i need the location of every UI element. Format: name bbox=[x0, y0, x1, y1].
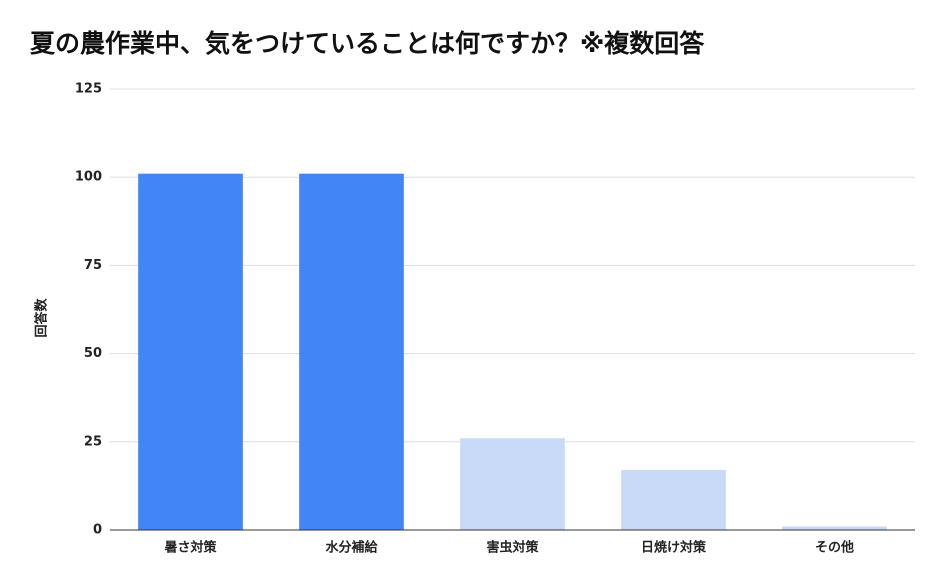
y-tick-label: 25 bbox=[84, 434, 102, 449]
bar bbox=[782, 526, 887, 530]
y-tick-label: 100 bbox=[75, 170, 102, 185]
y-axis-label: 回答数 bbox=[34, 298, 50, 338]
bar bbox=[460, 438, 565, 530]
y-tick-label: 75 bbox=[84, 258, 102, 273]
bar bbox=[621, 470, 726, 530]
chart-title: 夏の農作業中、気をつけていることは何ですか？※複数回答 bbox=[30, 29, 705, 58]
x-tick-label: 暑さ対策 bbox=[163, 540, 217, 556]
y-tick-label: 125 bbox=[75, 82, 102, 97]
x-tick-label: 日焼け対策 bbox=[641, 540, 707, 556]
x-tick-label: 害虫対策 bbox=[486, 540, 539, 556]
x-tick-label: その他 bbox=[815, 540, 854, 556]
x-tick-label: 水分補給 bbox=[325, 540, 378, 556]
y-tick-label: 0 bbox=[93, 523, 102, 538]
bar bbox=[299, 173, 404, 530]
y-tick-label: 50 bbox=[84, 346, 102, 361]
bar bbox=[138, 173, 243, 530]
